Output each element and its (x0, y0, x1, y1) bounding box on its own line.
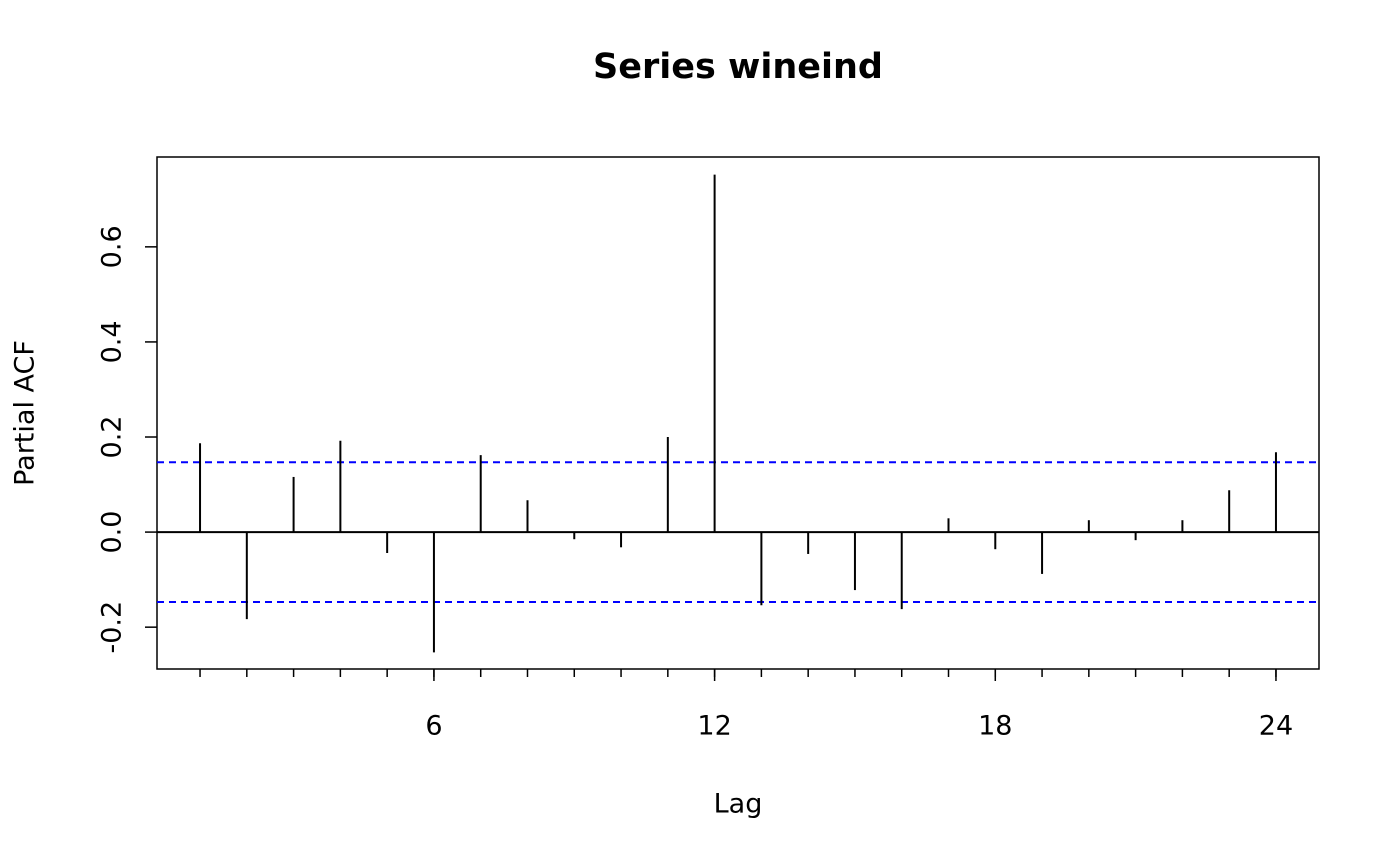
x-tick-label: 18 (978, 711, 1012, 742)
x-tick-label: 24 (1259, 711, 1293, 742)
y-tick-label: 0.4 (97, 320, 128, 363)
chart-title: Series wineind (593, 47, 883, 87)
x-tick-label: 12 (697, 711, 731, 742)
y-tick-label: 0.6 (97, 225, 128, 268)
x-tick-label: 6 (425, 711, 442, 742)
plot-frame (156, 156, 1320, 670)
y-tick-label: 0.0 (97, 511, 128, 554)
y-axis-label: Partial ACF (10, 340, 41, 486)
x-axis-label: Lag (714, 789, 763, 820)
y-tick-label: 0.2 (97, 416, 128, 459)
y-tick-label: -0.2 (97, 601, 128, 654)
